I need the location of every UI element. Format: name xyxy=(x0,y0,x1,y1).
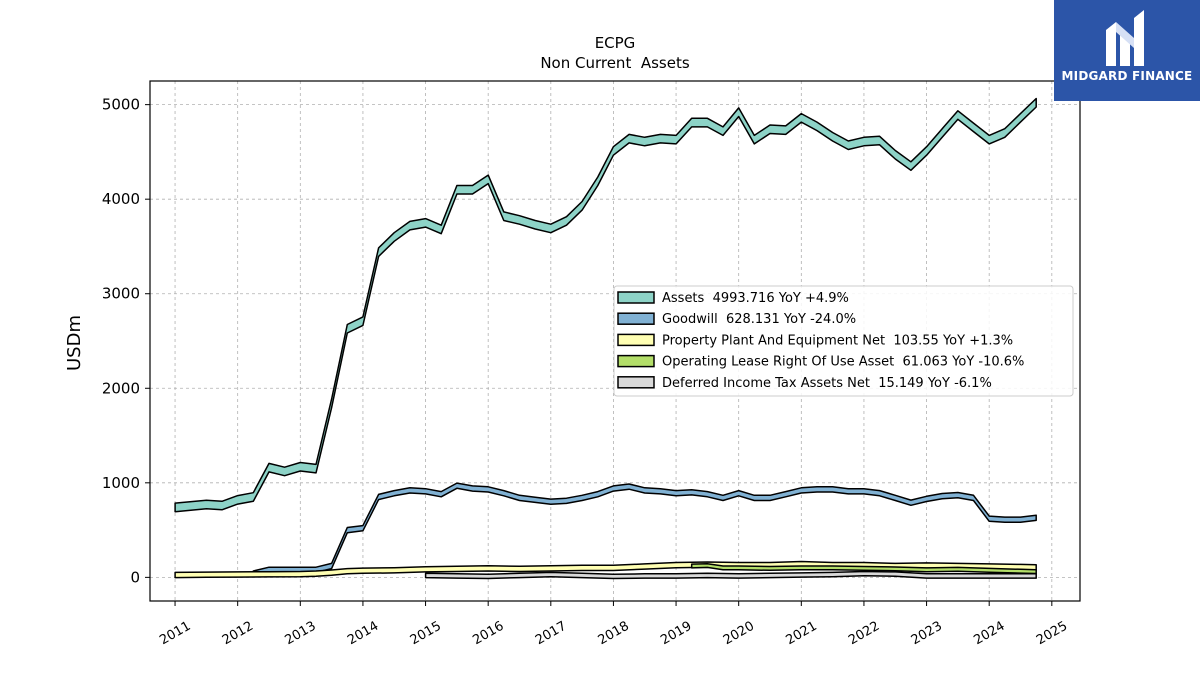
legend-box xyxy=(613,285,1074,397)
brand-name: MIDGARD FINANCE xyxy=(1061,69,1193,83)
x-tick-label: 2022 xyxy=(846,619,882,649)
x-tick-label: 2013 xyxy=(282,619,318,649)
x-tick-label: 2018 xyxy=(596,619,632,649)
brand-logo: MIDGARD FINANCE xyxy=(1054,0,1200,101)
y-tick-label: 4000 xyxy=(102,190,140,208)
x-tick-label: 2025 xyxy=(1034,619,1070,649)
x-tick-label: 2015 xyxy=(408,619,444,649)
y-tick-label: 1000 xyxy=(102,474,140,492)
x-tick-label: 2016 xyxy=(470,619,506,649)
y-tick-label: 0 xyxy=(130,568,140,586)
y-tick-label: 2000 xyxy=(102,379,140,397)
x-tick-label: 2023 xyxy=(909,619,945,649)
legend-swatch xyxy=(617,312,655,325)
x-tick-label: 2021 xyxy=(783,619,819,649)
plot-frame xyxy=(149,80,1081,602)
legend-entry: Property Plant And Equipment Net 103.55 … xyxy=(662,333,1013,348)
legend-swatch xyxy=(617,354,655,368)
x-tick-label: 2017 xyxy=(533,619,569,649)
x-tick-label: 2019 xyxy=(658,619,694,649)
x-tick-label: 2014 xyxy=(345,619,381,649)
x-tick-label: 2012 xyxy=(220,619,256,649)
chart-subtitle: Non Current Assets xyxy=(540,54,690,72)
legend-entry: Operating Lease Right Of Use Asset 61.06… xyxy=(662,355,1024,370)
x-tick-label: 2020 xyxy=(721,619,757,649)
series-band-assets xyxy=(174,97,1037,513)
y-tick-label: 3000 xyxy=(102,285,140,303)
series-band-goodwill xyxy=(252,482,1037,577)
legend-entry: Assets 4993.716 YoY +4.9% xyxy=(662,291,849,306)
series-band-deferred-income-tax-assets-net xyxy=(424,570,1037,580)
midgard-logo-icon xyxy=(1106,10,1144,66)
legend-swatch xyxy=(617,376,655,389)
legend-swatch xyxy=(617,333,655,347)
series-layer xyxy=(174,97,1037,580)
x-tick-label: 2011 xyxy=(157,619,193,649)
legend-swatch xyxy=(617,291,655,304)
x-tick-label: 2024 xyxy=(971,619,1007,649)
y-axis-label: USDm xyxy=(64,315,85,371)
legend-entry: Goodwill 628.131 YoY -24.0% xyxy=(662,312,856,327)
y-tick-label: 5000 xyxy=(102,96,140,114)
legend-entry: Deferred Income Tax Assets Net 15.149 Yo… xyxy=(662,376,992,391)
legend: Assets 4993.716 YoY +4.9% Goodwill 628.13… xyxy=(613,285,1074,397)
chart-title: ECPG xyxy=(595,34,636,52)
